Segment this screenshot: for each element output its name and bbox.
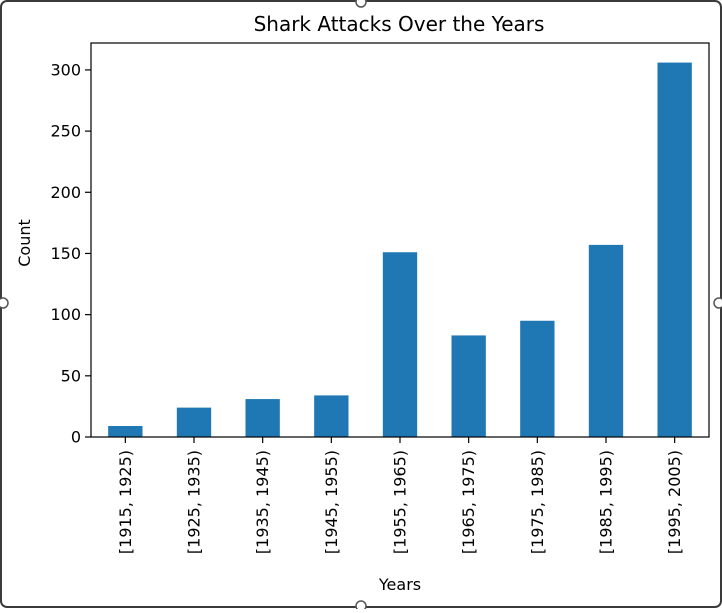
x-axis-label: Years bbox=[378, 575, 421, 594]
y-axis-label: Count bbox=[15, 219, 34, 267]
bar-0 bbox=[108, 425, 143, 437]
plot-area-frame bbox=[90, 42, 710, 438]
x-tick-label: [1955, 1965) bbox=[391, 450, 410, 554]
y-tick-label: 100 bbox=[50, 305, 81, 324]
resize-handle-left[interactable] bbox=[0, 297, 9, 309]
bar-4 bbox=[382, 252, 418, 437]
x-tick-label: [1975, 1985) bbox=[528, 450, 547, 554]
bar-1 bbox=[176, 407, 212, 437]
bars-layer bbox=[108, 62, 692, 437]
x-axis-ticks: [1915, 1925) [1925, 1935) [1935, 1945) [194… bbox=[116, 437, 684, 554]
bar-5 bbox=[451, 335, 486, 437]
x-tick-label: [1935, 1945) bbox=[253, 450, 272, 554]
resize-handle-bottom[interactable] bbox=[355, 600, 367, 612]
resize-handle-top[interactable] bbox=[355, 0, 367, 8]
bar-6 bbox=[520, 320, 555, 437]
y-axis-ticks: 0 50 100 150 200 250 300 bbox=[50, 60, 91, 447]
y-tick-label: 200 bbox=[50, 183, 81, 202]
bar-7 bbox=[588, 244, 624, 437]
x-tick-label: [1985, 1995) bbox=[597, 450, 616, 554]
x-tick-label: [1995, 2005) bbox=[665, 450, 684, 554]
chart-title: Shark Attacks Over the Years bbox=[254, 12, 545, 36]
y-tick-label: 150 bbox=[50, 244, 81, 263]
y-tick-label: 50 bbox=[61, 366, 81, 385]
bar-3 bbox=[314, 395, 349, 437]
x-tick-label: [1915, 1925) bbox=[116, 450, 135, 554]
bar-8 bbox=[657, 62, 692, 437]
y-tick-label: 300 bbox=[50, 60, 81, 79]
x-tick-label: [1945, 1955) bbox=[322, 450, 341, 554]
bar-2 bbox=[245, 399, 280, 437]
resize-handle-right[interactable] bbox=[713, 297, 722, 309]
x-tick-label: [1925, 1935) bbox=[185, 450, 204, 554]
y-tick-label: 250 bbox=[50, 122, 81, 141]
x-tick-label: [1965, 1975) bbox=[459, 450, 478, 554]
y-tick-label: 0 bbox=[71, 428, 81, 447]
